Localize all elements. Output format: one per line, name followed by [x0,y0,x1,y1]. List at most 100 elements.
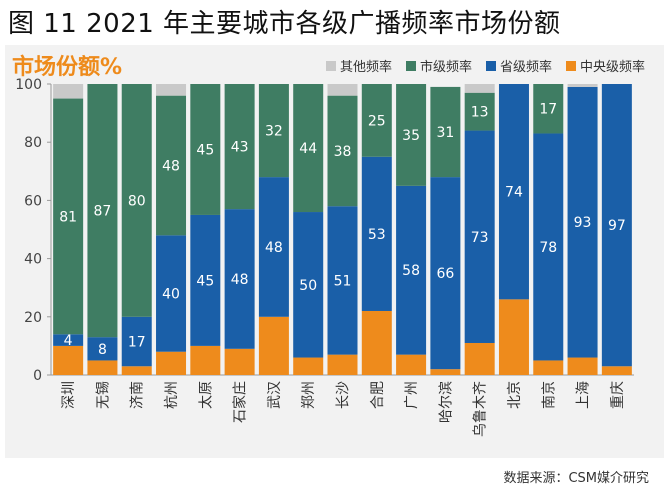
x-tick-label: 南京 [541,381,557,409]
bar-segment [327,95,358,207]
bar-data-label: 58 [402,263,420,279]
bar-segment [430,86,461,178]
bar-data-label: 45 [196,142,214,158]
bar-segment [327,84,358,96]
bar-data-label: 93 [574,215,592,231]
bar-segment [533,133,564,361]
bar-segment [498,299,529,375]
bar-segment [464,84,495,93]
legend-label-central: 中央级频率 [579,60,645,75]
legend-label-other: 其他频率 [339,60,392,75]
bar-segment [258,84,289,178]
y-tick-label: 20 [24,310,42,326]
bar-segment [464,342,495,375]
legend-label-provincial: 省级频率 [499,60,552,75]
legend-label-municipal: 市级频率 [419,60,472,75]
bar-data-label: 81 [59,209,77,225]
bar-segment [533,360,564,375]
x-tick-label: 广州 [404,381,420,409]
x-tick-label: 乌鲁木齐 [473,381,489,437]
bar-segment [567,357,598,375]
bar-data-label: 17 [539,102,557,118]
bar-data-label: 48 [162,158,180,174]
bar-data-label: 87 [94,204,112,220]
bar-segment [156,351,187,375]
bar-data-label: 44 [299,141,317,157]
bar-segment [327,354,358,375]
bar-segment [567,84,598,87]
bar-data-label: 45 [196,273,214,289]
bar-segment [464,92,495,131]
bar-segment [396,185,427,355]
bar-segment [464,130,495,343]
bar-segment [258,177,289,317]
chart-title: 市场份额% [12,55,123,80]
bar-data-label: 17 [128,335,146,351]
x-tick-label: 武汉 [267,381,283,409]
bar-data-label: 25 [368,113,386,129]
bar-data-label: 66 [436,266,454,282]
bar-segment [121,366,152,375]
bar-data-label: 78 [539,240,557,256]
bar-data-label: 48 [265,240,283,256]
bar-data-label: 97 [608,218,626,234]
bar-segment [224,348,255,375]
x-tick-label: 上海 [576,381,592,409]
bar-data-label: 32 [265,124,283,140]
bar-data-label: 4 [64,333,73,349]
bar-segment [327,206,358,355]
bar-segment [293,84,324,213]
y-tick-label: 60 [24,193,42,209]
bar-segment [53,345,84,375]
source-note: 数据来源：CSM媒介研究 [503,471,649,486]
bar-data-label: 43 [231,140,249,156]
x-tick-label: 太原 [198,381,214,409]
bar-segment [190,84,221,215]
legend-swatch-other [325,60,336,71]
legend-swatch-municipal [405,60,416,71]
bar-segment [156,95,187,236]
bar-data-label: 38 [334,144,352,160]
bar-data-label: 80 [128,193,146,209]
x-tick-label: 石家庄 [232,381,249,423]
bar-segment [224,209,255,349]
legend-swatch-central [565,60,576,71]
bar-segment [53,84,84,99]
bar-data-label: 48 [231,272,249,288]
legend-swatch-provincial [485,60,496,71]
figure-title: 图 11 2021 年主要城市各级广播频率市场份额 [8,9,561,39]
bar-data-label: 50 [299,278,317,294]
bar-segment [53,98,84,335]
x-tick-label: 哈尔滨 [438,381,454,423]
bar-segment [361,156,392,311]
bar-segment [361,84,392,157]
bar-segment [293,212,324,358]
legend-item-provincial: 省级频率 [485,56,552,75]
x-tick-label: 杭州 [164,381,180,409]
x-tick-label: 郑州 [301,381,317,409]
legend-item-central: 中央级频率 [565,56,645,75]
bar-segment [293,357,324,375]
stacked-bar-chart: 0 20 40 60 80 100 4 81 8 87 17 80 40 48 45 45 48 43 48 32 50… [15,77,634,437]
bar-segment [533,84,564,134]
bar-data-label: 53 [368,227,386,243]
bar-segment [430,369,461,375]
chart-legend: 其他频率 市级频率 省级频率 中央级频率 [325,56,645,75]
bar-segment [430,177,461,370]
bar-segment [361,310,392,375]
bar-segment [190,345,221,375]
y-tick-label: 40 [24,252,42,268]
bar-data-label: 35 [402,128,420,144]
bar-segment [498,84,529,300]
x-tick-label: 合肥 [370,381,386,409]
bar-segment [396,354,427,375]
bar-segment [87,360,118,375]
y-tick-label: 80 [24,135,42,151]
bar-segment [156,84,187,96]
x-tick-label: 重庆 [610,381,626,409]
legend-item-other: 其他频率 [325,56,392,75]
bar-segment [121,316,152,367]
x-tick-label: 长沙 [336,381,352,409]
bar-segment [224,84,255,210]
legend-item-municipal: 市级频率 [405,56,472,75]
